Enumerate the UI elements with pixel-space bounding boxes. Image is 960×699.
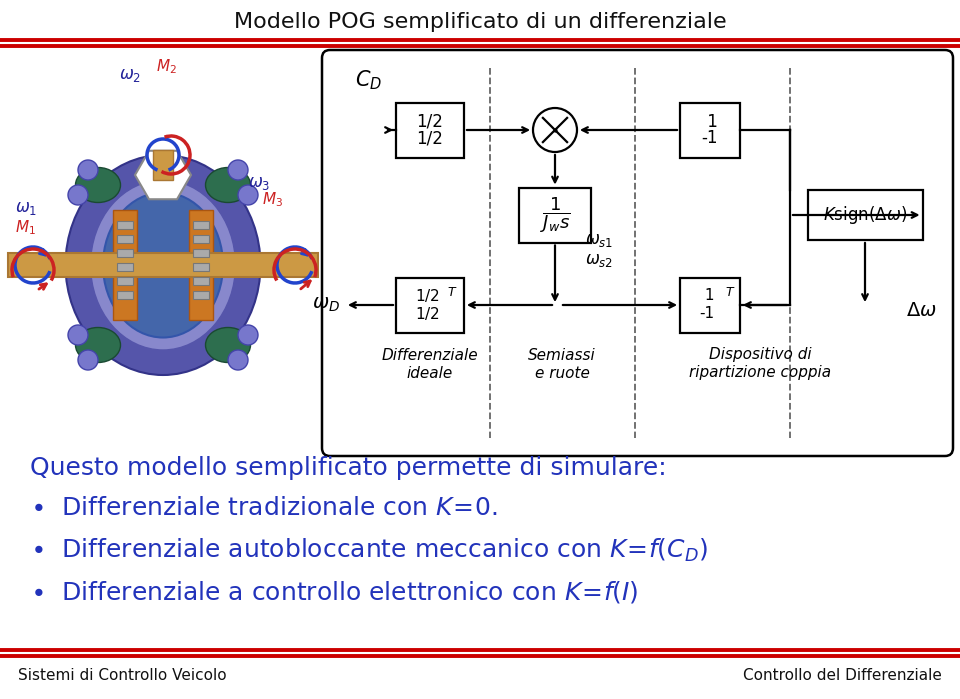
Text: -1: -1	[700, 306, 714, 322]
Text: $K\mathrm{sign}(\Delta\omega)$: $K\mathrm{sign}(\Delta\omega)$	[823, 204, 907, 226]
Text: $C_D$: $C_D$	[355, 69, 382, 92]
Text: Semiassi: Semiassi	[528, 347, 596, 363]
Text: $\bullet$  Differenziale autobloccante meccanico con $K\!=\!f(C_D)$: $\bullet$ Differenziale autobloccante me…	[30, 536, 708, 563]
Text: $\Delta\omega$: $\Delta\omega$	[906, 301, 937, 319]
Text: $\omega_{s1}$: $\omega_{s1}$	[585, 231, 613, 249]
Ellipse shape	[76, 168, 121, 203]
Circle shape	[228, 350, 248, 370]
Text: 1/2: 1/2	[417, 113, 444, 131]
Text: $\omega_3$: $\omega_3$	[248, 174, 271, 192]
Circle shape	[238, 185, 258, 205]
Text: $\bullet$  Differenziale a controllo elettronico con $K\!=\!f(I)$: $\bullet$ Differenziale a controllo elet…	[30, 579, 638, 605]
FancyBboxPatch shape	[322, 50, 953, 456]
Circle shape	[78, 160, 98, 180]
Ellipse shape	[103, 192, 223, 338]
Bar	[807, 190, 923, 240]
Text: ideale: ideale	[407, 366, 453, 380]
Text: Questo modello semplificato permette di simulare:: Questo modello semplificato permette di …	[30, 456, 666, 480]
Ellipse shape	[90, 180, 235, 350]
Text: $T$: $T$	[725, 285, 735, 298]
Ellipse shape	[76, 328, 121, 363]
Polygon shape	[135, 151, 191, 199]
Bar	[153, 150, 173, 180]
Text: $\dfrac{1}{J_w s}$: $\dfrac{1}{J_w s}$	[540, 195, 570, 235]
Bar	[117, 277, 133, 285]
Text: $\omega_2$: $\omega_2$	[119, 66, 141, 84]
Text: 1/2: 1/2	[417, 129, 444, 147]
Bar	[189, 210, 213, 320]
Bar	[680, 103, 740, 157]
Bar	[193, 291, 209, 299]
Ellipse shape	[205, 328, 251, 363]
Text: $\omega_D$: $\omega_D$	[312, 296, 340, 315]
Bar	[117, 263, 133, 271]
Text: Dispositivo di: Dispositivo di	[708, 347, 811, 363]
Ellipse shape	[205, 168, 251, 203]
Text: -1: -1	[702, 129, 718, 147]
Bar	[113, 210, 137, 320]
Text: $\omega_{s2}$: $\omega_{s2}$	[585, 251, 613, 269]
Text: $T$: $T$	[446, 285, 457, 298]
Bar	[8, 253, 318, 277]
Bar	[117, 249, 133, 257]
Ellipse shape	[65, 155, 260, 375]
Text: ripartizione coppia: ripartizione coppia	[689, 366, 831, 380]
Text: 1: 1	[700, 289, 714, 303]
Bar	[193, 263, 209, 271]
Circle shape	[228, 160, 248, 180]
Text: e ruote: e ruote	[535, 366, 589, 380]
Circle shape	[238, 325, 258, 345]
Bar	[193, 277, 209, 285]
Circle shape	[68, 325, 88, 345]
Text: Controllo del Differenziale: Controllo del Differenziale	[743, 668, 942, 682]
Text: $M_3$: $M_3$	[262, 191, 283, 209]
Bar	[396, 278, 464, 333]
Bar	[117, 221, 133, 229]
Text: Sistemi di Controllo Veicolo: Sistemi di Controllo Veicolo	[18, 668, 227, 682]
Text: $M_2$: $M_2$	[156, 57, 177, 76]
Bar	[519, 187, 591, 243]
Bar	[193, 221, 209, 229]
Text: 1: 1	[702, 113, 718, 131]
Bar	[193, 235, 209, 243]
Text: Modello POG semplificato di un differenziale: Modello POG semplificato di un differenz…	[233, 12, 727, 32]
Text: $1/2$: $1/2$	[415, 305, 440, 322]
Text: $\bullet$  Differenziale tradizionale con $K\!=\!0$.: $\bullet$ Differenziale tradizionale con…	[30, 496, 498, 520]
Text: $1/2$: $1/2$	[415, 287, 440, 305]
Circle shape	[68, 185, 88, 205]
Circle shape	[78, 350, 98, 370]
Bar	[680, 278, 740, 333]
Bar	[193, 249, 209, 257]
Text: $M_1$: $M_1$	[15, 219, 36, 238]
Text: Differenziale: Differenziale	[382, 347, 478, 363]
Bar	[117, 235, 133, 243]
Bar	[117, 291, 133, 299]
Bar	[396, 103, 464, 157]
Text: $\omega_1$: $\omega_1$	[15, 199, 37, 217]
